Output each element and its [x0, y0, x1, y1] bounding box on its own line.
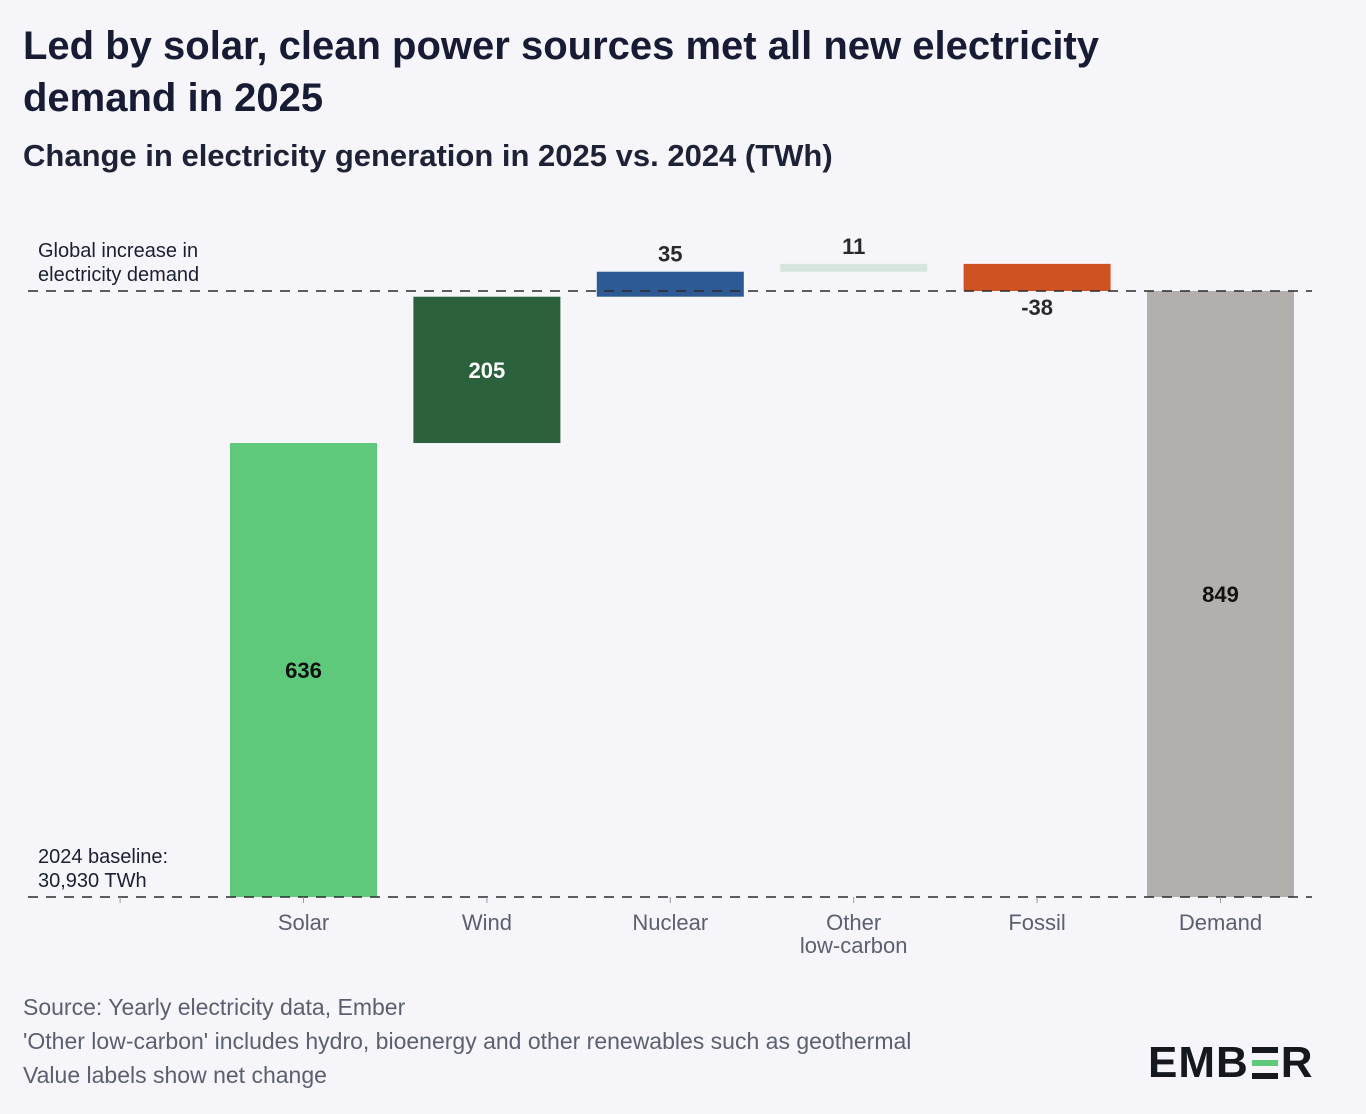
value-label-note: Value labels show net change — [23, 1062, 327, 1088]
bar-nuclear — [596, 271, 744, 297]
x-label-other-low-carbon-line1: Other — [826, 910, 881, 935]
source-note: Source: Yearly electricity data, Ember — [23, 994, 406, 1020]
bar-wind — [413, 296, 561, 444]
x-label-demand: Demand — [1179, 910, 1262, 935]
x-label-wind: Wind — [462, 910, 512, 935]
baseline-annotation-line1: 2024 baseline: — [38, 846, 168, 868]
value-label-wind: 205 — [469, 358, 506, 383]
value-label-nuclear: 35 — [658, 242, 682, 267]
value-label-solar: 636 — [285, 658, 322, 683]
value-labels-group: 636 205 35 11 -38 849 — [285, 234, 1239, 683]
bar-demand — [1147, 291, 1294, 897]
bar-solar — [230, 443, 377, 897]
logo-e-mark — [1251, 1047, 1278, 1079]
x-label-fossil: Fossil — [1008, 910, 1065, 935]
bar-fossil — [963, 263, 1111, 291]
chart-subtitle: Change in electricity generation in 2025… — [23, 138, 833, 173]
baseline-annotation-line2: 30,930 TWh — [38, 870, 147, 892]
logo-text-right: R — [1280, 1038, 1314, 1087]
ember-logo: EMB R — [1148, 1038, 1314, 1087]
category-note: 'Other low-carbon' includes hydro, bioen… — [23, 1028, 912, 1054]
x-label-solar: Solar — [278, 910, 329, 935]
demand-annotation-line2: electricity demand — [38, 264, 199, 286]
value-label-demand: 849 — [1202, 582, 1239, 607]
chart-title: Led by solar, clean power sources met al… — [23, 24, 1099, 120]
x-axis-ticks — [119, 897, 1221, 903]
bars-group — [230, 263, 1294, 897]
x-label-nuclear: Nuclear — [632, 910, 708, 935]
value-label-fossil: -38 — [1021, 295, 1053, 320]
waterfall-chart: 636 205 35 11 -38 849 Solar Wind Nuclear Otherlo… — [28, 234, 1312, 958]
demand-annotation-line1: Global increase in — [38, 240, 198, 262]
chart-footer: Source: Yearly electricity data, Ember '… — [23, 990, 911, 1092]
logo-accent-bar — [1251, 1060, 1278, 1066]
bar-other-low-carbon — [780, 263, 928, 272]
x-label-other-low-carbon-line2: low-carbon — [800, 933, 908, 958]
value-label-other-low-carbon: 11 — [842, 234, 865, 259]
logo-text-left: EMB — [1148, 1038, 1249, 1087]
